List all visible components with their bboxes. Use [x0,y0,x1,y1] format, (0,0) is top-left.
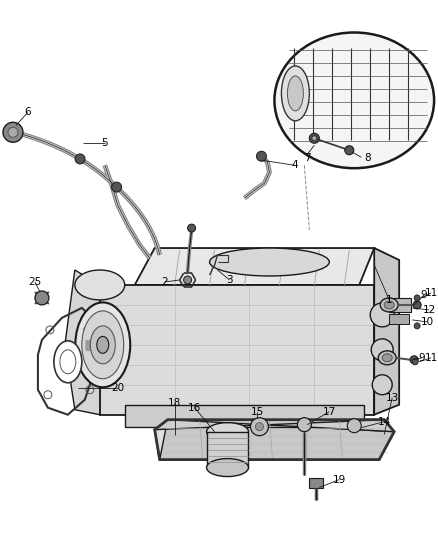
Bar [309,478,323,488]
Circle shape [347,419,361,433]
Ellipse shape [207,458,248,477]
Text: 2: 2 [161,277,168,287]
Text: 20: 20 [111,383,124,393]
Circle shape [8,127,18,138]
Bar [389,298,411,312]
Circle shape [75,154,85,164]
Circle shape [410,356,418,364]
Circle shape [187,224,196,232]
Ellipse shape [54,341,82,383]
Polygon shape [135,248,374,285]
Circle shape [251,418,268,435]
Circle shape [309,133,319,143]
Polygon shape [155,419,394,459]
Text: 17: 17 [323,407,336,417]
Text: 4: 4 [291,160,298,170]
Text: 1: 1 [386,295,392,305]
Ellipse shape [382,354,392,362]
Text: 6: 6 [25,107,31,117]
Text: 10: 10 [420,317,434,327]
Bar [389,314,409,324]
Ellipse shape [207,423,248,441]
Text: 15: 15 [251,407,264,417]
Ellipse shape [75,270,125,300]
Text: 11: 11 [424,353,438,363]
Text: 16: 16 [188,403,201,413]
Circle shape [345,146,354,155]
Circle shape [372,375,392,395]
Circle shape [184,276,191,284]
Bar [207,432,248,467]
Ellipse shape [275,33,434,168]
Circle shape [255,423,263,431]
Text: 9: 9 [421,290,427,300]
Circle shape [112,182,122,192]
Ellipse shape [82,311,124,379]
Circle shape [297,418,311,432]
Circle shape [414,295,420,301]
Text: 18: 18 [168,398,181,408]
Circle shape [3,122,23,142]
Polygon shape [374,248,399,415]
Circle shape [35,291,49,305]
Text: 12: 12 [423,305,436,315]
Text: 11: 11 [424,288,438,298]
Text: 14: 14 [378,417,391,427]
Polygon shape [155,419,394,432]
Ellipse shape [384,301,394,309]
Text: 19: 19 [333,474,346,484]
Circle shape [370,303,394,327]
Polygon shape [65,270,100,415]
Text: 13: 13 [385,393,399,403]
Ellipse shape [90,326,115,364]
Ellipse shape [75,302,130,387]
Text: 8: 8 [364,153,371,163]
Text: 7: 7 [304,153,311,163]
Text: 25: 25 [28,277,42,287]
Circle shape [257,151,266,161]
Circle shape [412,359,418,365]
Polygon shape [100,285,374,415]
Ellipse shape [97,336,109,353]
Polygon shape [160,419,394,459]
Ellipse shape [209,248,329,276]
Text: 5: 5 [102,138,108,148]
Circle shape [312,136,317,141]
Text: 3: 3 [226,275,233,285]
Ellipse shape [287,76,304,111]
Circle shape [371,339,393,361]
Circle shape [413,301,421,309]
Ellipse shape [281,66,309,121]
Circle shape [414,323,420,329]
Ellipse shape [378,351,396,365]
Text: 9: 9 [419,353,425,363]
Bar [125,405,364,427]
Ellipse shape [380,298,398,312]
